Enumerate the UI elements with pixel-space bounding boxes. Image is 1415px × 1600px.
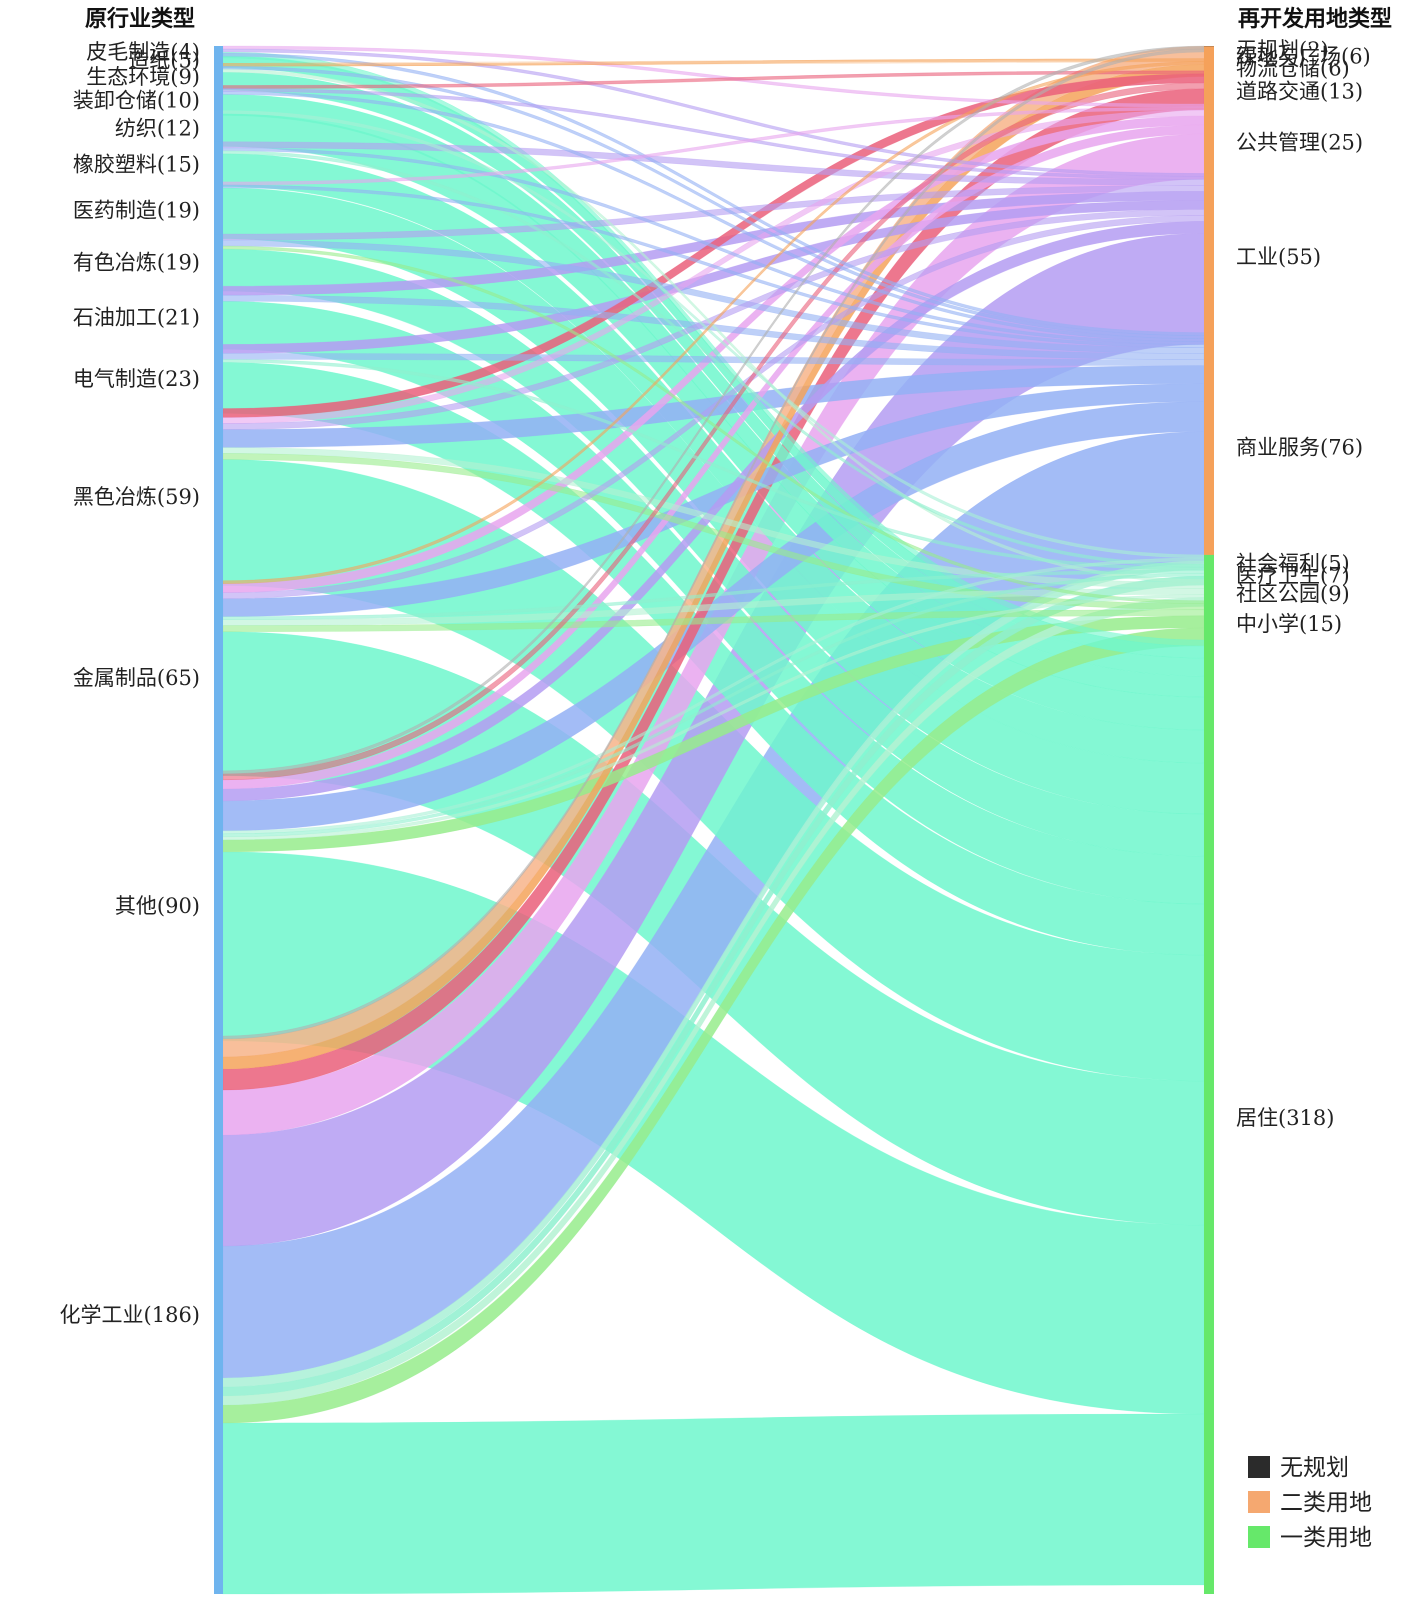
target-node-bar: [1204, 46, 1214, 65]
target-node-bar: [1204, 70, 1214, 110]
legend-label: 二类用地: [1280, 1490, 1372, 1516]
target-node-label: 中小学(15): [1236, 612, 1342, 636]
source-node-label: 医药制造(19): [73, 198, 200, 222]
target-node-bar: [1204, 579, 1214, 607]
source-node-label: 其他(90): [115, 894, 200, 918]
source-node-label: 电气制造(23): [73, 367, 200, 391]
source-node-bar: [214, 770, 223, 1041]
source-node-bar: [214, 408, 223, 586]
source-node-bar: [214, 1036, 223, 1594]
target-header: 再开发用地类型: [1238, 6, 1392, 32]
legend-swatch: [1248, 1491, 1270, 1513]
target-node-label: 商业服务(76): [1236, 436, 1363, 460]
source-node-label: 橡胶塑料(15): [73, 152, 200, 176]
target-node-label: 公共管理(25): [1236, 131, 1363, 155]
source-node-label: 黑色冶炼(59): [73, 485, 200, 509]
sankey-links: [222, 45, 1205, 1595]
target-node-label: 无规划(2): [1236, 38, 1329, 62]
target-node-bar: [1204, 554, 1214, 570]
target-node-label: 物流仓储(6): [1236, 57, 1350, 81]
source-header: 原行业类型: [85, 6, 195, 32]
target-node-label: 社会福利(5): [1236, 551, 1350, 575]
legend-swatch: [1248, 1456, 1270, 1478]
source-node-label: 有色冶炼(19): [73, 251, 200, 275]
source-node-bar: [214, 286, 223, 350]
source-nodes: 皮毛制造(4)造纸(5)生态环境(9)装卸仓储(10) 纺织(12) 橡胶塑料(15…: [60, 40, 223, 1594]
source-node-bar: [214, 46, 223, 58]
legend-label: 一类用地: [1280, 1525, 1372, 1551]
target-node-bar: [1204, 58, 1214, 77]
source-node-label: 装卸仓储(10): [73, 88, 200, 112]
source-node-bar: [214, 580, 223, 776]
source-node-bar: [214, 85, 223, 116]
legend-swatch: [1248, 1526, 1270, 1548]
source-node-label: 金属制品(65): [73, 666, 200, 690]
source-node-label: 石油加工(21): [73, 306, 200, 330]
target-node-bar: [1204, 640, 1214, 1594]
target-node-label: 绿地与广场(6): [1236, 44, 1371, 68]
source-node-bar: [214, 63, 223, 91]
source-node-bar: [214, 141, 223, 187]
target-node-bar: [1204, 564, 1214, 586]
link-化学工业-居住: [222, 1413, 1205, 1595]
source-node-bar: [214, 344, 223, 414]
target-node-label: 社区公园(9): [1236, 582, 1350, 606]
legend-label: 无规划: [1280, 1455, 1349, 1481]
source-node-bar: [214, 181, 223, 239]
source-node-label: 造纸(5): [128, 49, 200, 73]
target-node-bar: [1204, 104, 1214, 180]
target-node-bar: [1204, 173, 1214, 339]
target-node-label: 居住(318): [1236, 1106, 1334, 1130]
source-node-bar: [214, 53, 223, 69]
link-生态环境-物流仓储: [222, 58, 1205, 67]
target-node-label: 医疗卫生(7): [1236, 564, 1350, 588]
source-node-bar: [214, 234, 223, 292]
target-node-label: 工业(55): [1236, 245, 1321, 269]
source-node-label: 纺织(12): [115, 117, 200, 141]
source-node-label: 化学工业(186): [60, 1303, 200, 1327]
target-node-label: 道路交通(13): [1236, 79, 1363, 103]
source-node-bar: [214, 110, 223, 147]
source-node-label: 生态环境(9): [86, 65, 200, 89]
source-node-label: 皮毛制造(4): [86, 40, 200, 64]
target-nodes: 无规划(2)绿地与广场(6)物流仓储(6)道路交通(13) 公共管理(25) 工业(…: [1204, 38, 1371, 1594]
target-node-bar: [1204, 332, 1214, 561]
target-node-bar: [1204, 600, 1214, 646]
